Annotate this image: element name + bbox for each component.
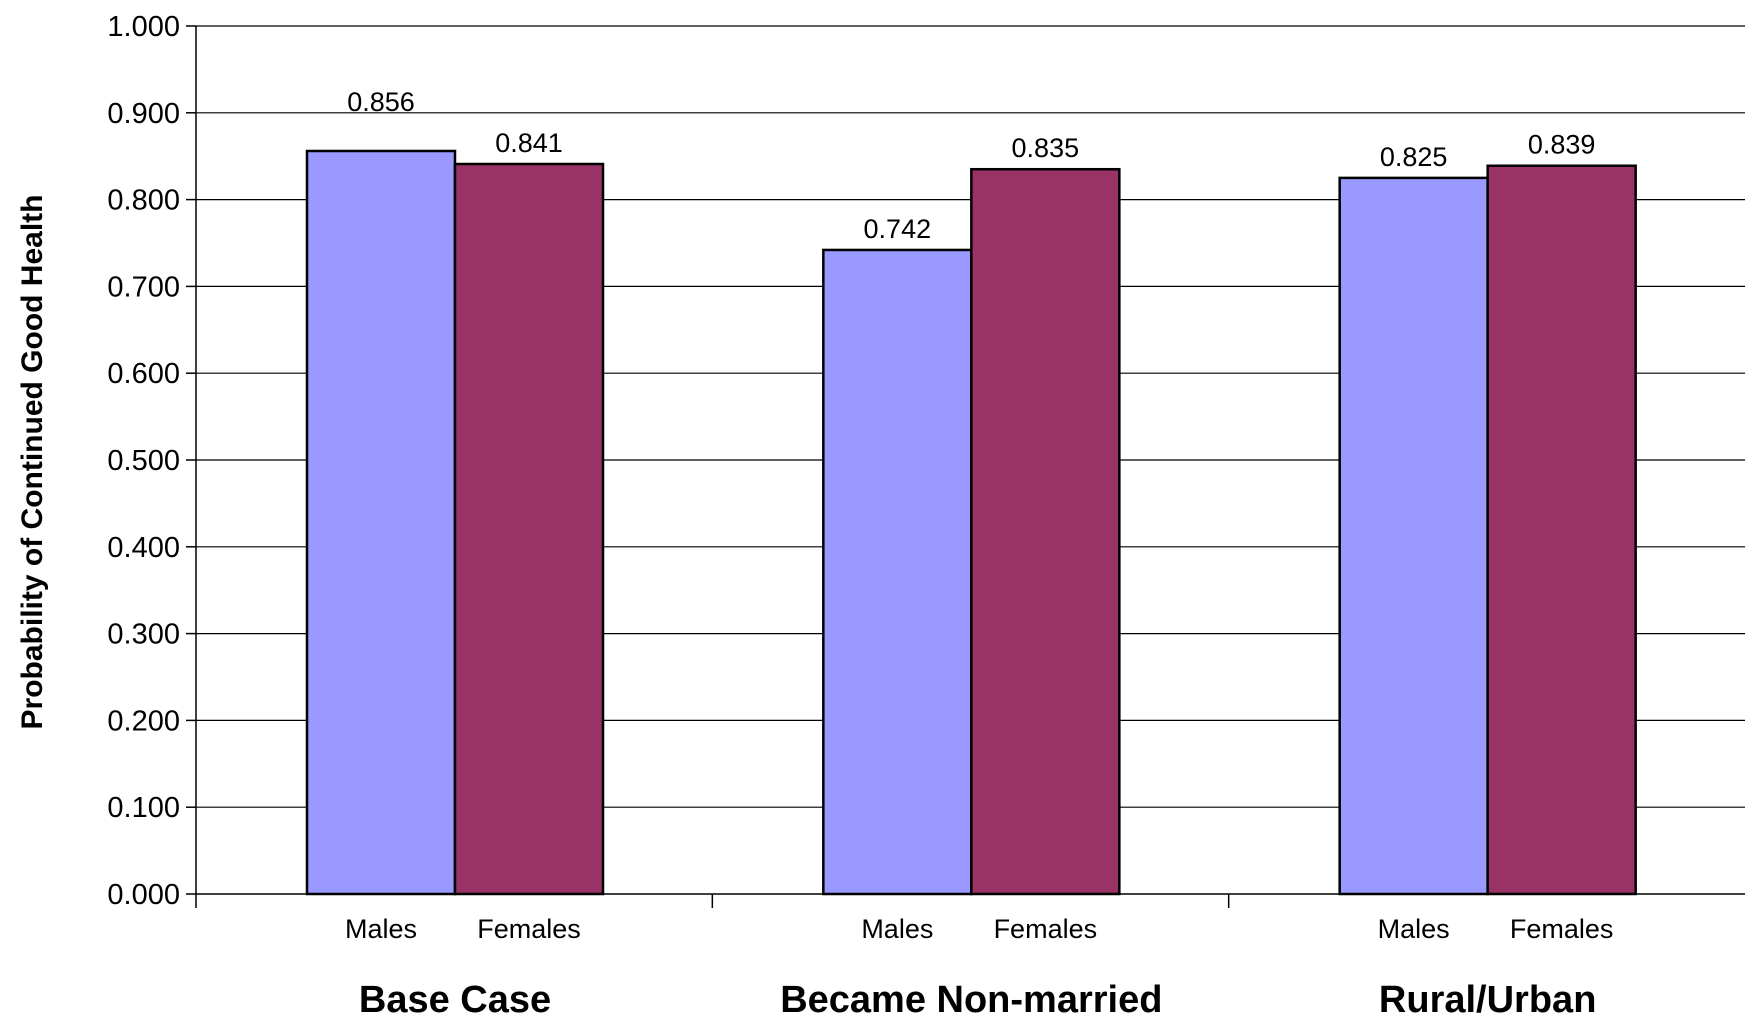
category-label: Males [861, 914, 933, 944]
data-label: 0.742 [864, 214, 932, 244]
bar-females [970, 167, 1121, 896]
y-tick-label: 0.800 [107, 185, 180, 217]
y-axis-title: Probability of Continued Good Health [16, 195, 49, 730]
bar-females [453, 162, 605, 896]
y-tick-label: 0.700 [107, 271, 180, 303]
y-tick-label: 0.400 [107, 532, 180, 564]
y-tick-label: 1.000 [107, 11, 180, 43]
y-tick-label: 0.900 [107, 98, 180, 130]
data-label: 0.856 [347, 87, 415, 117]
category-label: Females [1510, 914, 1614, 944]
data-label: 0.825 [1380, 142, 1448, 172]
data-label: 0.835 [1012, 133, 1080, 163]
y-tick-label: 0.100 [107, 792, 180, 824]
category-label: Males [1378, 914, 1450, 944]
y-tick-label: 0.300 [107, 619, 180, 651]
data-label: 0.839 [1528, 130, 1596, 160]
bar-males [1338, 176, 1489, 896]
data-label: 0.841 [495, 128, 563, 158]
y-tick-label: 0.600 [107, 358, 180, 390]
group-label: Base Case [359, 979, 551, 1021]
y-tick-label: 0.000 [107, 879, 180, 911]
category-label: Males [345, 914, 417, 944]
y-tick-label: 0.500 [107, 445, 180, 477]
group-label: Rural/Urban [1379, 979, 1596, 1021]
labels: 0.000 0.100 0.200 0.300 0.400 0.500 0.600 0.700… [107, 11, 1613, 1021]
category-label: Females [994, 914, 1098, 944]
bar-males [822, 248, 973, 896]
bars [305, 149, 1637, 896]
y-tick-label: 0.200 [107, 705, 180, 737]
bar-males [305, 149, 457, 896]
bar-females [1486, 164, 1637, 896]
category-label: Females [477, 914, 581, 944]
group-label: Became Non-married [780, 979, 1162, 1021]
